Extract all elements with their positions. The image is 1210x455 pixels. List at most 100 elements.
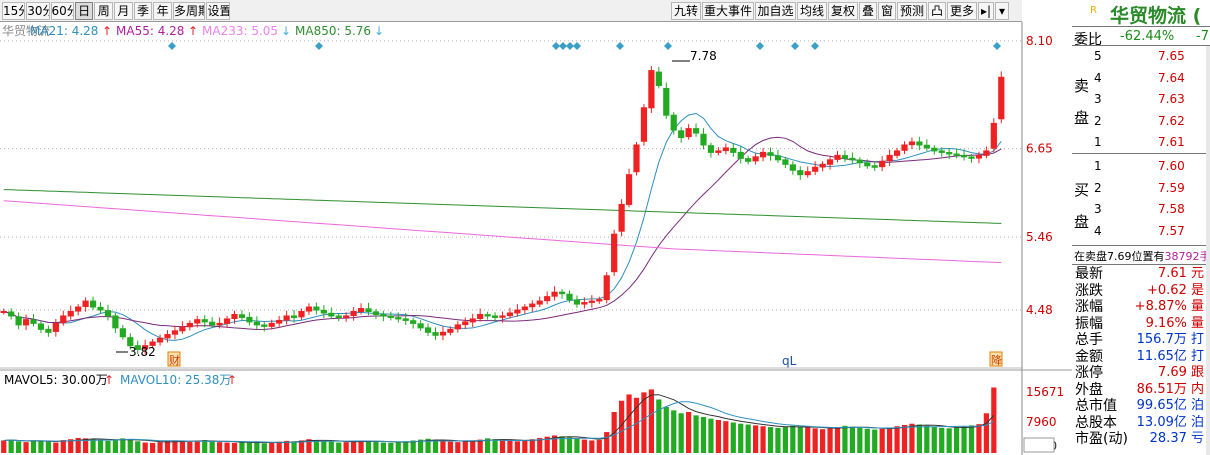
tool-button-3[interactable]: 均线 — [797, 2, 827, 20]
event-diamond-icon[interactable] — [616, 42, 624, 50]
volume-bar[interactable] — [633, 397, 640, 453]
volume-bar[interactable] — [291, 441, 297, 453]
candle-body[interactable] — [127, 337, 134, 347]
tool-button-7[interactable]: 预测 — [897, 2, 927, 20]
volume-bar[interactable] — [418, 439, 424, 453]
volume-bar[interactable] — [425, 438, 431, 453]
volume-bar[interactable] — [887, 427, 893, 453]
volume-bar[interactable] — [842, 425, 848, 453]
candle-body[interactable] — [350, 310, 357, 317]
candle-body[interactable] — [596, 299, 603, 302]
volume-bar[interactable] — [53, 442, 59, 453]
volume-bar[interactable] — [619, 400, 625, 453]
volume-bar[interactable] — [961, 426, 967, 453]
candle-body[interactable] — [365, 308, 372, 312]
candle-body[interactable] — [826, 159, 834, 165]
candle-body[interactable] — [112, 315, 119, 329]
event-diamond-icon[interactable] — [811, 42, 819, 50]
volume-bar[interactable] — [1, 440, 7, 453]
candle-body[interactable] — [611, 233, 618, 273]
candle-body[interactable] — [8, 311, 15, 317]
event-diamond-icon[interactable] — [168, 42, 176, 50]
volume-bar[interactable] — [217, 442, 223, 453]
candle-body[interactable] — [149, 341, 156, 346]
volume-bar[interactable] — [410, 440, 416, 453]
kline-chart[interactable]: 华贸物流 MA21: 4.28 ↑ MA55: 4.28 ↑ MA233: 5.05 ↓ M… — [0, 22, 1072, 455]
volume-bar[interactable] — [499, 440, 506, 453]
volume-bar[interactable] — [127, 439, 133, 453]
volume-bar[interactable] — [641, 392, 647, 453]
volume-bar[interactable] — [142, 442, 148, 453]
tool-button-4[interactable]: 复权 — [828, 2, 858, 20]
volume-bar[interactable] — [686, 412, 692, 453]
volume-bar[interactable] — [738, 423, 744, 453]
candle-body[interactable] — [231, 313, 238, 319]
candle-body[interactable] — [566, 293, 573, 301]
volume-bar[interactable] — [150, 442, 156, 453]
candle-body[interactable] — [558, 291, 566, 295]
volume-bar[interactable] — [753, 425, 759, 453]
volume-bar[interactable] — [351, 441, 357, 453]
candle-body[interactable] — [908, 141, 916, 146]
volume-bar[interactable] — [939, 427, 945, 453]
volume-bar[interactable] — [976, 424, 982, 453]
volume-bar[interactable] — [648, 389, 654, 453]
event-diamond-icon[interactable] — [315, 42, 323, 50]
tool-button-6[interactable]: 窗 — [878, 2, 896, 20]
volume-bar[interactable] — [202, 440, 208, 453]
volume-bar[interactable] — [559, 436, 565, 453]
volume-bar[interactable] — [209, 441, 215, 453]
volume-bar[interactable] — [723, 421, 729, 453]
candle-body[interactable] — [707, 145, 715, 153]
candle-body[interactable] — [871, 165, 878, 168]
sell-row[interactable]: 1 7.61 — [1072, 132, 1210, 154]
volume-bar[interactable] — [120, 438, 126, 453]
volume-bar[interactable] — [671, 410, 677, 453]
volume-bar[interactable] — [901, 424, 908, 453]
period-tab-7[interactable]: 年 — [153, 2, 172, 20]
candle-body[interactable] — [879, 160, 886, 168]
period-tab-8[interactable]: 多周期 — [173, 2, 206, 20]
volume-bar[interactable] — [432, 440, 439, 453]
volume-bar[interactable] — [16, 441, 22, 453]
candle-body[interactable] — [60, 315, 67, 324]
volume-bar[interactable] — [991, 387, 997, 453]
candle-body[interactable] — [223, 318, 231, 324]
volume-bar[interactable] — [864, 428, 870, 453]
candle-body[interactable] — [767, 152, 774, 156]
period-tab-0[interactable]: 15分 — [2, 2, 26, 20]
candle-body[interactable] — [893, 150, 901, 156]
volume-bar[interactable] — [946, 428, 952, 453]
candle-body[interactable] — [268, 322, 275, 327]
volume-bar[interactable] — [298, 440, 305, 453]
volume-bar[interactable] — [45, 441, 51, 453]
volume-bar[interactable] — [269, 442, 275, 453]
candle-body[interactable] — [0, 310, 7, 313]
volume-bar[interactable] — [224, 442, 230, 453]
volume-bar[interactable] — [708, 418, 714, 453]
volume-bar[interactable] — [604, 432, 610, 453]
candle-body[interactable] — [432, 332, 439, 336]
candle-body[interactable] — [834, 154, 841, 160]
tool-button-1[interactable]: 重大事件 — [702, 2, 754, 20]
candle-body[interactable] — [89, 300, 97, 308]
candle-body[interactable] — [573, 299, 581, 305]
candle-body[interactable] — [521, 306, 528, 311]
volume-bar[interactable] — [470, 440, 476, 453]
volume-bar[interactable] — [507, 440, 513, 453]
candle-body[interactable] — [841, 155, 849, 159]
candle-body[interactable] — [209, 321, 216, 326]
volume-bar[interactable] — [343, 442, 349, 453]
candle-body[interactable] — [618, 203, 625, 232]
candle-body[interactable] — [194, 319, 201, 324]
tool-button-2[interactable]: 加自选 — [755, 2, 796, 20]
volume-bar[interactable] — [812, 428, 818, 453]
event-diamond-icon[interactable] — [993, 42, 1001, 50]
candle-body[interactable] — [491, 315, 499, 318]
volume-bar[interactable] — [968, 425, 975, 453]
candle-body[interactable] — [782, 159, 789, 165]
candle-body[interactable] — [424, 327, 432, 333]
candle-body[interactable] — [439, 331, 447, 336]
volume-bar[interactable] — [857, 427, 863, 453]
volume-bar[interactable] — [916, 424, 922, 453]
